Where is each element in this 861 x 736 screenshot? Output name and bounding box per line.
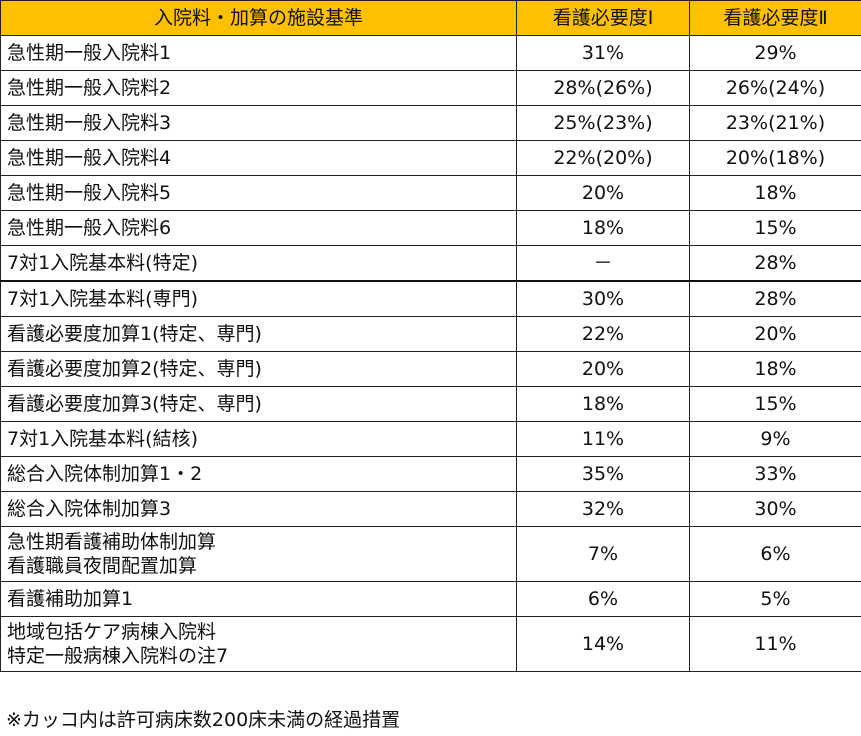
row-label: 急性期一般入院料5: [0, 175, 517, 211]
value-necessity-1: 18%: [516, 386, 690, 422]
value-necessity-1: 30%: [516, 280, 690, 317]
value-necessity-1: 11%: [516, 421, 690, 457]
row-label: 看護補助加算1: [0, 581, 517, 617]
header-necessity-1: 看護必要度Ⅰ: [516, 0, 690, 36]
value-necessity-1: 7%: [516, 526, 690, 582]
value-necessity-2: 26%(24%): [689, 70, 861, 106]
row-label: 総合入院体制加算3: [0, 491, 517, 527]
header-necessity-2: 看護必要度Ⅱ: [689, 0, 861, 36]
row-label-line: 看護必要度加算3(特定、専門): [7, 393, 262, 415]
value-necessity-1: 35%: [516, 456, 690, 492]
table-row: 看護必要度加算2(特定、専門) 20% 18%: [0, 351, 861, 387]
row-label: 7対1入院基本料(専門): [0, 280, 517, 317]
row-label-line: 急性期一般入院料3: [7, 112, 172, 134]
row-label: 急性期一般入院料4: [0, 140, 517, 176]
value-necessity-2: 9%: [689, 421, 861, 457]
value-necessity-2: 28%: [689, 245, 861, 282]
value-necessity-1: 25%(23%): [516, 105, 690, 141]
value-necessity-1: 32%: [516, 491, 690, 527]
row-label: 看護必要度加算1(特定、専門): [0, 316, 517, 352]
row-label: 看護必要度加算3(特定、専門): [0, 386, 517, 422]
row-label: 7対1入院基本料(特定): [0, 245, 517, 282]
row-label-line: 急性期一般入院料2: [7, 77, 172, 99]
table-row: 7対1入院基本料(特定) － 28%: [0, 245, 861, 282]
value-necessity-2: 6%: [689, 526, 861, 582]
row-label: 総合入院体制加算1・2: [0, 456, 517, 492]
value-necessity-1: 20%: [516, 175, 690, 211]
row-label-line: 急性期一般入院料1: [7, 42, 172, 64]
row-label-line: 7対1入院基本料(結核): [7, 428, 199, 450]
table-row: 急性期一般入院料4 22%(20%) 20%(18%): [0, 140, 861, 176]
header-criteria: 入院料・加算の施設基準: [0, 0, 517, 36]
row-label-line: 看護補助加算1: [7, 588, 134, 610]
row-label-line: 総合入院体制加算1・2: [7, 463, 203, 485]
value-necessity-1: 22%(20%): [516, 140, 690, 176]
row-label: 地域包括ケア病棟入院料 特定一般病棟入院料の注7: [0, 616, 517, 672]
value-necessity-2: 20%(18%): [689, 140, 861, 176]
value-necessity-1: －: [516, 245, 690, 282]
row-label: 急性期一般入院料6: [0, 210, 517, 246]
table-row: 急性期一般入院料6 18% 15%: [0, 210, 861, 246]
value-necessity-2: 11%: [689, 616, 861, 672]
table-row: 7対1入院基本料(専門) 30% 28%: [0, 280, 861, 317]
row-label-line: 7対1入院基本料(専門): [7, 288, 199, 310]
table-row: 急性期一般入院料5 20% 18%: [0, 175, 861, 211]
row-label-line: 急性期一般入院料5: [7, 182, 172, 204]
value-necessity-2: 29%: [689, 35, 861, 71]
value-necessity-1: 31%: [516, 35, 690, 71]
row-label-line: 急性期一般入院料6: [7, 217, 172, 239]
value-necessity-2: 23%(21%): [689, 105, 861, 141]
value-necessity-2: 18%: [689, 351, 861, 387]
value-necessity-1: 20%: [516, 351, 690, 387]
row-label-line: 看護必要度加算1(特定、専門): [7, 323, 262, 345]
value-necessity-1: 18%: [516, 210, 690, 246]
row-label-line: 特定一般病棟入院料の注7: [7, 645, 229, 667]
value-necessity-1: 28%(26%): [516, 70, 690, 106]
row-label: 急性期一般入院料3: [0, 105, 517, 141]
row-label: 7対1入院基本料(結核): [0, 421, 517, 457]
row-label: 急性期看護補助体制加算 看護職員夜間配置加算: [0, 526, 517, 582]
value-necessity-2: 30%: [689, 491, 861, 527]
table-body: 急性期一般入院料1 31% 29% 急性期一般入院料2 28%(26%) 26%(24%)…: [0, 35, 861, 672]
row-label-line: 7対1入院基本料(特定): [7, 252, 199, 274]
value-necessity-2: 28%: [689, 280, 861, 317]
value-necessity-1: 6%: [516, 581, 690, 617]
value-necessity-2: 15%: [689, 210, 861, 246]
value-necessity-2: 5%: [689, 581, 861, 617]
row-label-line: 総合入院体制加算3: [7, 498, 172, 520]
value-necessity-2: 15%: [689, 386, 861, 422]
table-row: 看護必要度加算1(特定、専門) 22% 20%: [0, 316, 861, 352]
row-label-line: 地域包括ケア病棟入院料: [7, 621, 217, 643]
value-necessity-2: 33%: [689, 456, 861, 492]
table-row: 7対1入院基本料(結核) 11% 9%: [0, 421, 861, 457]
table-row: 急性期一般入院料3 25%(23%) 23%(21%): [0, 105, 861, 141]
table-row: 地域包括ケア病棟入院料 特定一般病棟入院料の注7 14% 11%: [0, 616, 861, 672]
value-necessity-2: 18%: [689, 175, 861, 211]
row-label: 急性期一般入院料1: [0, 35, 517, 71]
table-row: 総合入院体制加算1・2 35% 33%: [0, 456, 861, 492]
value-necessity-1: 14%: [516, 616, 690, 672]
value-necessity-2: 20%: [689, 316, 861, 352]
value-necessity-1: 22%: [516, 316, 690, 352]
row-label: 看護必要度加算2(特定、専門): [0, 351, 517, 387]
table-row: 急性期一般入院料2 28%(26%) 26%(24%): [0, 70, 861, 106]
row-label: 急性期一般入院料2: [0, 70, 517, 106]
row-label-line: 看護必要度加算2(特定、専門): [7, 358, 262, 380]
row-label-line: 看護職員夜間配置加算: [7, 555, 198, 577]
criteria-table: 入院料・加算の施設基準 看護必要度Ⅰ 看護必要度Ⅱ 急性期一般入院料1 31% 29…: [0, 0, 861, 672]
row-label-line: 急性期看護補助体制加算: [7, 531, 217, 553]
table-row: 急性期看護補助体制加算 看護職員夜間配置加算 7% 6%: [0, 526, 861, 582]
table-row: 看護補助加算1 6% 5%: [0, 581, 861, 617]
row-label-line: 急性期一般入院料4: [7, 147, 172, 169]
table-row: 急性期一般入院料1 31% 29%: [0, 35, 861, 71]
table-row: 看護必要度加算3(特定、専門) 18% 15%: [0, 386, 861, 422]
table-row: 総合入院体制加算3 32% 30%: [0, 491, 861, 527]
footnote: ※カッコ内は許可病床数200床未満の経過措置: [6, 709, 401, 731]
header-row: 入院料・加算の施設基準 看護必要度Ⅰ 看護必要度Ⅱ: [0, 0, 861, 36]
